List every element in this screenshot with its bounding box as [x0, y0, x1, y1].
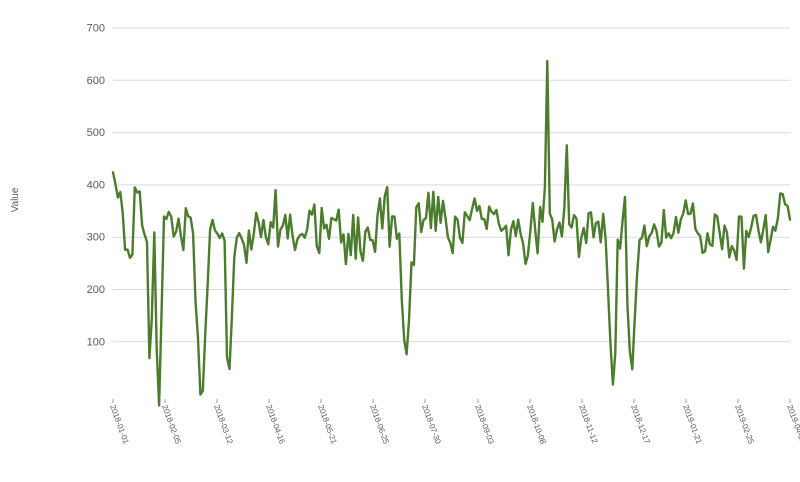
svg-text:2018-05-21: 2018-05-21	[316, 404, 339, 446]
svg-text:700: 700	[87, 23, 105, 35]
svg-text:2018-04-16: 2018-04-16	[264, 404, 287, 446]
svg-text:400: 400	[87, 179, 105, 191]
svg-text:2018-01-01: 2018-01-01	[108, 404, 131, 446]
svg-text:600: 600	[87, 75, 105, 87]
svg-text:2019-02-25: 2019-02-25	[733, 404, 756, 446]
svg-text:2018-07-30: 2018-07-30	[420, 404, 443, 446]
svg-text:2019-01-21: 2019-01-21	[681, 404, 704, 446]
svg-text:300: 300	[87, 232, 105, 244]
svg-text:2018-12-17: 2018-12-17	[629, 404, 652, 446]
svg-text:2019-04-01: 2019-04-01	[785, 404, 800, 446]
svg-text:2018-03-12: 2018-03-12	[212, 404, 235, 446]
svg-text:100: 100	[87, 336, 105, 348]
svg-text:2018-02-05: 2018-02-05	[160, 404, 183, 446]
svg-text:Value: Value	[10, 187, 21, 212]
svg-text:500: 500	[87, 127, 105, 139]
svg-text:2018-09-03: 2018-09-03	[473, 404, 496, 446]
svg-text:200: 200	[87, 284, 105, 296]
svg-text:2018-06-25: 2018-06-25	[368, 404, 391, 446]
svg-text:2018-11-12: 2018-11-12	[577, 404, 599, 445]
svg-text:2018-10-08: 2018-10-08	[525, 404, 548, 446]
